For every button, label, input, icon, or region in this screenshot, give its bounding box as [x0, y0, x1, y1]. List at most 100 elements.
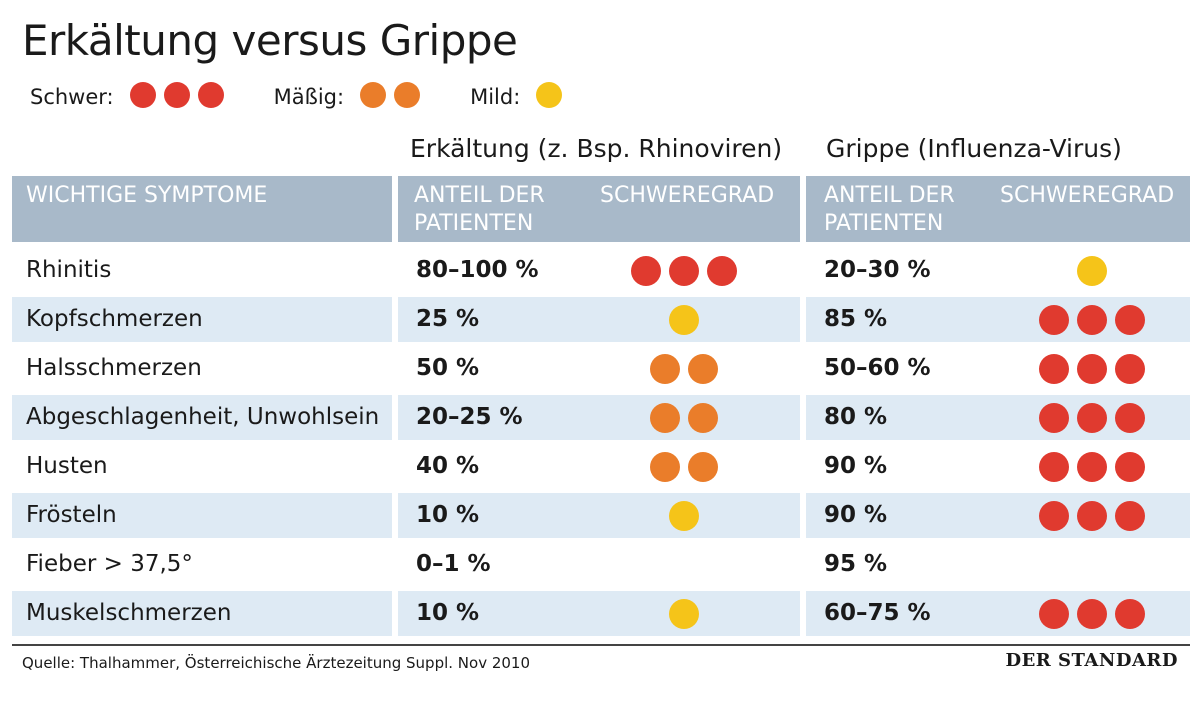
legend-mild: Mild: [470, 81, 566, 113]
brand-logo: DER STANDARD [1005, 650, 1178, 671]
severity-dot-icon [163, 81, 190, 108]
flu-patient-share: 60–75 % [824, 600, 931, 626]
severity-dot-icon [1077, 598, 1107, 629]
cold-severity [665, 591, 703, 636]
symptom-name: Abgeschlagenheit, Unwohlsein [26, 404, 380, 430]
severity-dot-icon [1115, 598, 1145, 629]
symptom-name: Muskelschmerzen [26, 600, 232, 626]
legend-severe: Schwer: [30, 81, 228, 113]
flu-severity [1035, 395, 1149, 440]
flu-patient-share: 90 % [824, 502, 888, 528]
cold-patient-share: 0–1 % [416, 551, 491, 577]
cold-severity [627, 248, 741, 293]
flu-severity [1035, 493, 1149, 538]
symptom-name: Halsschmerzen [26, 355, 202, 381]
header-flu-severity: SCHWEREGRAD [1000, 183, 1175, 208]
severity-dot-icon [669, 500, 699, 531]
page-title: Erkältung versus Grippe [22, 16, 518, 65]
flu-patient-share: 80 % [824, 404, 888, 430]
group-title-flu: Grippe (Influenza-Virus) [826, 134, 1122, 163]
severity-dot-icon [1077, 353, 1107, 384]
cold-severity [665, 297, 703, 342]
table-row: Abgeschlagenheit, Unwohlsein 20–25 % 80 % [12, 395, 1190, 440]
severity-dot-icon [631, 255, 661, 286]
severity-dot-icon [1077, 255, 1107, 286]
source-note: Quelle: Thalhammer, Österreichische Ärzt… [22, 654, 531, 672]
cold-patient-share: 10 % [416, 600, 480, 626]
severity-dot-icon [1077, 500, 1107, 531]
flu-severity [1035, 297, 1149, 342]
header-symptoms: WICHTIGE SYMPTOME [12, 176, 392, 242]
severity-dot-icon [1039, 451, 1069, 482]
cold-severity [646, 395, 722, 440]
severity-dot-icon [669, 255, 699, 286]
severity-dot-icon [707, 255, 737, 286]
cold-patient-share: 40 % [416, 453, 480, 479]
flu-patient-share: 85 % [824, 306, 888, 332]
group-title-cold: Erkältung (z. Bsp. Rhinoviren) [410, 134, 783, 163]
symptom-name: Fieber > 37,5° [26, 551, 193, 577]
header-flu-share: ANTEIL DER PATIENTEN [824, 182, 955, 238]
severity-legend: Schwer: Mäßig: Mild: [30, 80, 612, 114]
flu-severity [1073, 248, 1111, 293]
severity-dot-icon [360, 81, 387, 108]
severity-dot-icon [1039, 598, 1069, 629]
severity-dot-icon [688, 451, 718, 482]
cold-severity [665, 493, 703, 538]
symptom-name: Rhinitis [26, 257, 112, 283]
legend-moderate-label: Mäßig: [273, 85, 345, 109]
severity-dot-icon [688, 353, 718, 384]
cold-patient-share: 10 % [416, 502, 480, 528]
table-row: Husten 40 % 90 % [12, 444, 1190, 489]
header-cold-share: ANTEIL DER PATIENTEN [414, 182, 545, 238]
severity-dot-icon [1115, 500, 1145, 531]
flu-patient-share: 20–30 % [824, 257, 931, 283]
legend-mild-label: Mild: [470, 85, 521, 109]
severity-dot-icon [669, 304, 699, 335]
header-cold: ANTEIL DER PATIENTEN SCHWEREGRAD [398, 176, 800, 242]
severity-dot-icon [1039, 353, 1069, 384]
column-separator-2 [800, 242, 806, 638]
severity-dot-icon [1039, 402, 1069, 433]
table-row: Muskelschmerzen 10 % 60–75 % [12, 591, 1190, 636]
flu-severity [1035, 444, 1149, 489]
severity-dot-icon [1077, 402, 1107, 433]
severity-dot-icon [394, 81, 421, 108]
header-flu-share-line2: PATIENTEN [824, 211, 944, 236]
header-flu-share-line1: ANTEIL DER [824, 183, 955, 208]
header-flu: ANTEIL DER PATIENTEN SCHWEREGRAD [806, 176, 1190, 242]
severity-dot-icon [1115, 402, 1145, 433]
cold-severity [646, 346, 722, 391]
legend-mild-dots [532, 81, 566, 113]
symptom-name: Husten [26, 453, 108, 479]
table-row: Rhinitis 80–100 % 20–30 % [12, 248, 1190, 293]
legend-severe-dots [126, 81, 228, 113]
severity-dot-icon [1077, 451, 1107, 482]
severity-dot-icon [1039, 304, 1069, 335]
table-row: Halsschmerzen 50 % 50–60 % [12, 346, 1190, 391]
legend-moderate-dots [356, 81, 424, 113]
severity-dot-icon [1115, 451, 1145, 482]
severity-dot-icon [1115, 353, 1145, 384]
header-cold-share-line2: PATIENTEN [414, 211, 534, 236]
cold-patient-share: 25 % [416, 306, 480, 332]
severity-dot-icon [197, 81, 224, 108]
header-cold-share-line1: ANTEIL DER [414, 183, 545, 208]
severity-dot-icon [129, 81, 156, 108]
flu-severity [1035, 591, 1149, 636]
severity-dot-icon [650, 451, 680, 482]
symptom-name: Frösteln [26, 502, 117, 528]
flu-patient-share: 50–60 % [824, 355, 931, 381]
severity-dot-icon [1115, 304, 1145, 335]
severity-dot-icon [536, 81, 563, 108]
severity-dot-icon [1039, 500, 1069, 531]
table-row: Fieber > 37,5° 0–1 % 95 % [12, 542, 1190, 587]
severity-dot-icon [1077, 304, 1107, 335]
header-cold-severity: SCHWEREGRAD [600, 183, 775, 208]
cold-patient-share: 20–25 % [416, 404, 523, 430]
table-row: Kopfschmerzen 25 % 85 % [12, 297, 1190, 342]
cold-severity [646, 444, 722, 489]
legend-severe-label: Schwer: [30, 85, 114, 109]
bottom-rule [12, 644, 1190, 646]
symptom-name: Kopfschmerzen [26, 306, 203, 332]
